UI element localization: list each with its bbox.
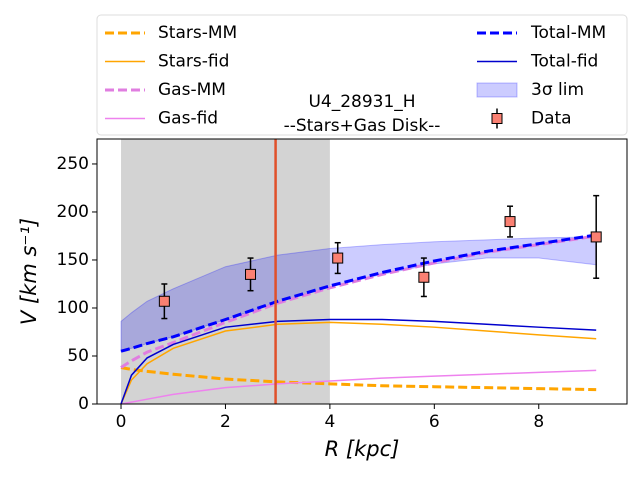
data-point	[590, 231, 602, 243]
data-point	[245, 268, 257, 280]
legend-label: Stars-fid	[158, 52, 229, 72]
x-tick-label: 6	[429, 412, 440, 432]
legend-label: Total-MM	[530, 23, 606, 43]
y-tick-label: 200	[57, 202, 89, 222]
legend-handle	[476, 82, 518, 98]
data-point	[158, 295, 170, 307]
line	[120, 318, 597, 404]
data-point	[418, 271, 430, 283]
y-tick-label: 50	[67, 346, 89, 366]
legend-label: Gas-fid	[158, 109, 218, 129]
plot-area	[120, 139, 597, 404]
line	[120, 321, 597, 404]
legend-label: Total-fid	[530, 52, 598, 72]
y-tick-label: 0	[78, 394, 89, 414]
legend-label: 3σ lim	[531, 80, 584, 100]
line	[120, 234, 597, 369]
legend-box	[96, 14, 628, 136]
y-tick-label: 150	[57, 250, 89, 270]
y-tick-label: 250	[57, 154, 89, 174]
legend-handle	[491, 113, 503, 124]
y-axis-label: V [km s⁻¹]	[17, 218, 41, 325]
legend-label: Data	[531, 109, 572, 129]
legend-label: Gas-MM	[158, 80, 226, 100]
x-tick-label: 4	[324, 412, 335, 432]
legend-label: Stars-MM	[158, 23, 237, 43]
data-point	[504, 216, 516, 228]
x-tick-label: 0	[116, 412, 127, 432]
y-tick-label: 100	[57, 298, 89, 318]
plot-frame	[96, 138, 628, 405]
line	[120, 369, 597, 404]
shaded-span	[121, 139, 330, 404]
x-tick-label: 8	[533, 412, 544, 432]
chart-title: U4_28931_H	[308, 92, 415, 112]
data-point	[332, 252, 344, 264]
x-axis-label: R [kpc]	[325, 437, 400, 461]
chart-subtitle: --Stars+Gas Disk--	[284, 116, 441, 136]
x-tick-label: 2	[220, 412, 231, 432]
